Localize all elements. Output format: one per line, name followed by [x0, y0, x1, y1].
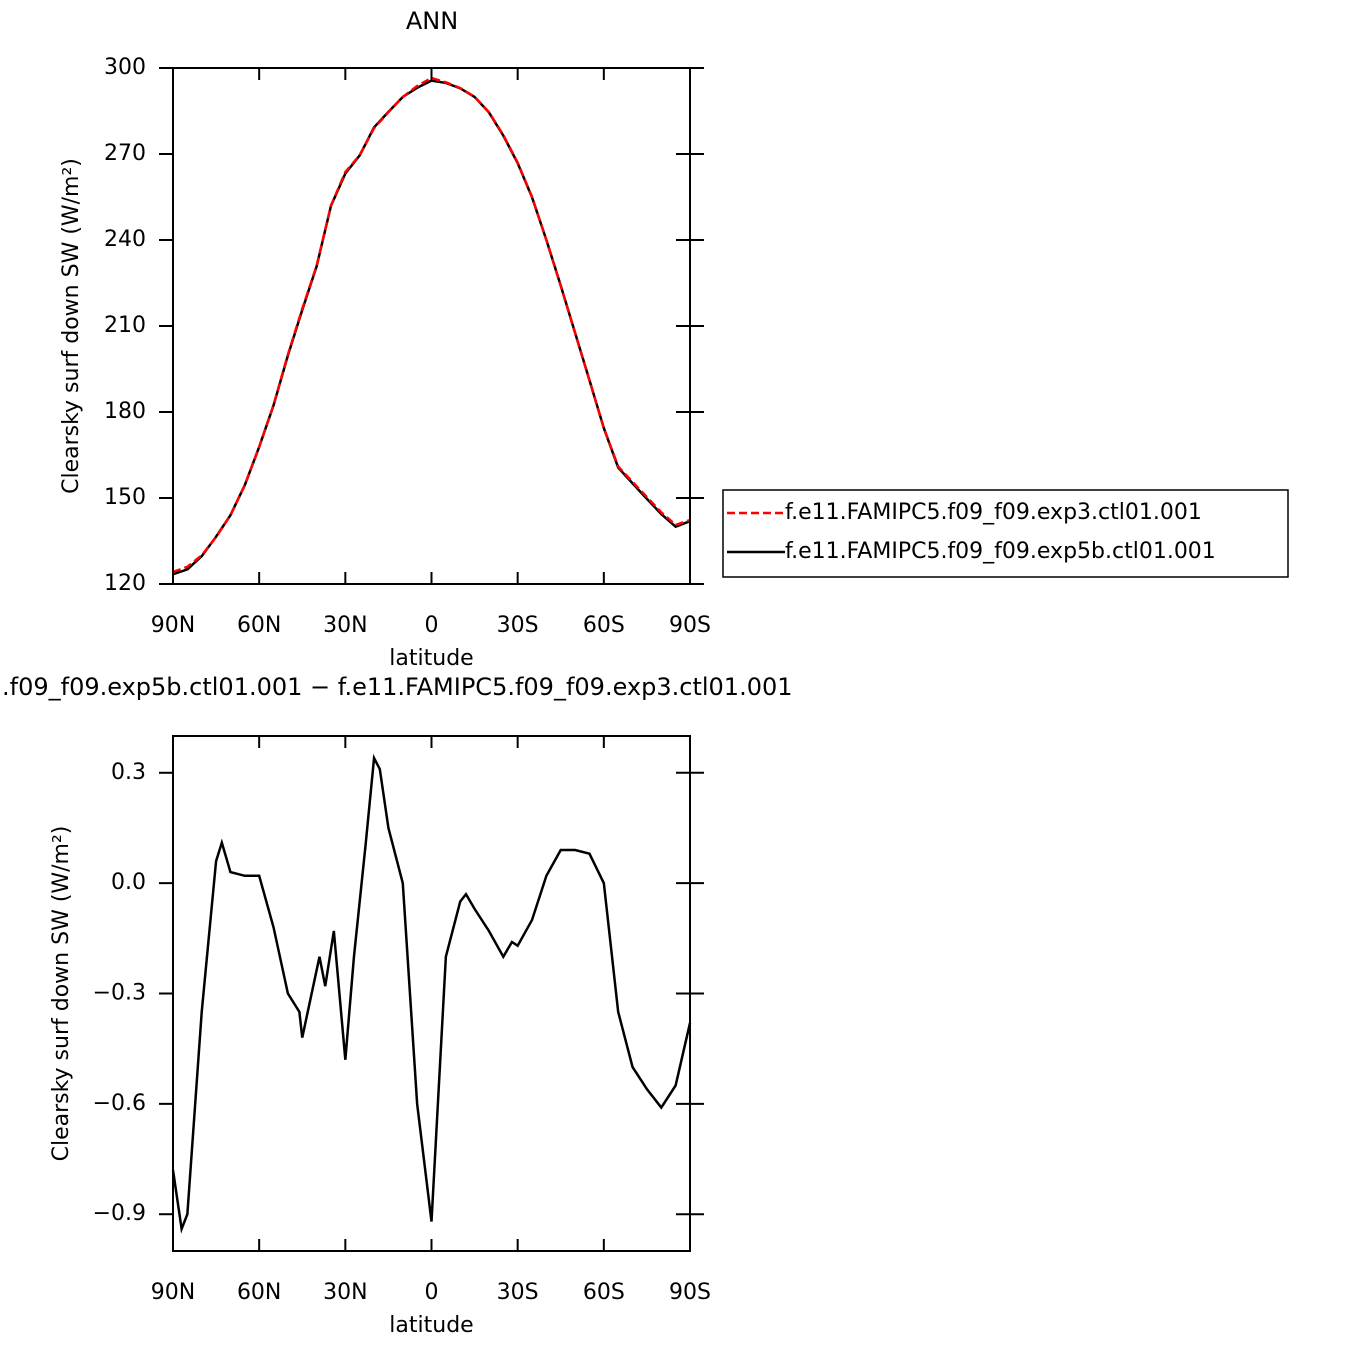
y-tick-label: 0.3: [111, 760, 146, 785]
x-axis-label: latitude: [389, 1313, 473, 1338]
x-tick-label: 60N: [237, 1280, 281, 1305]
plot-frame: [172, 735, 691, 1252]
y-tick-label: 210: [104, 313, 146, 338]
y-tick-label: 270: [104, 141, 146, 166]
x-tick-label: 0: [425, 613, 439, 638]
chart-title: ANN: [406, 7, 458, 35]
y-tick-label: 150: [104, 485, 146, 510]
y-tick-label: 120: [104, 571, 146, 596]
x-tick-label: 60N: [237, 613, 281, 638]
legend-label: f.e11.FAMIPC5.f09_f09.exp5b.ctl01.001: [785, 539, 1216, 564]
x-tick-label: 30S: [497, 613, 539, 638]
y-tick-label: −0.9: [93, 1201, 146, 1226]
x-tick-label: 30N: [323, 1280, 367, 1305]
x-tick-label: 90S: [669, 613, 711, 638]
x-tick-label: 90N: [151, 1280, 195, 1305]
y-tick-label: 180: [104, 399, 146, 424]
y-tick-label: −0.6: [93, 1091, 146, 1116]
y-axis-label: Clearsky surf down SW (W/m²): [59, 158, 84, 494]
y-tick-label: 240: [104, 227, 146, 252]
y-tick-label: −0.3: [93, 981, 146, 1006]
x-tick-label: 60S: [583, 1280, 625, 1305]
x-tick-label: 90N: [151, 613, 195, 638]
y-tick-label: 0.0: [111, 870, 146, 895]
x-tick-label: 30S: [497, 1280, 539, 1305]
x-tick-label: 60S: [583, 613, 625, 638]
chart-title: .f09_f09.exp5b.ctl01.001 − f.e11.FAMIPC5…: [2, 673, 793, 701]
legend-label: f.e11.FAMIPC5.f09_f09.exp3.ctl01.001: [785, 500, 1202, 525]
y-axis-label: Clearsky surf down SW (W/m²): [49, 826, 74, 1162]
x-axis-label: latitude: [389, 646, 473, 671]
y-tick-label: 300: [104, 55, 146, 80]
legend-box: [722, 489, 1289, 578]
data-line: [171, 753, 692, 1234]
data-line: [172, 79, 691, 576]
data-line: [172, 76, 691, 574]
x-tick-label: 90S: [669, 1280, 711, 1305]
x-tick-label: 30N: [323, 613, 367, 638]
x-tick-label: 0: [425, 1280, 439, 1305]
plot-frame: [172, 67, 691, 585]
